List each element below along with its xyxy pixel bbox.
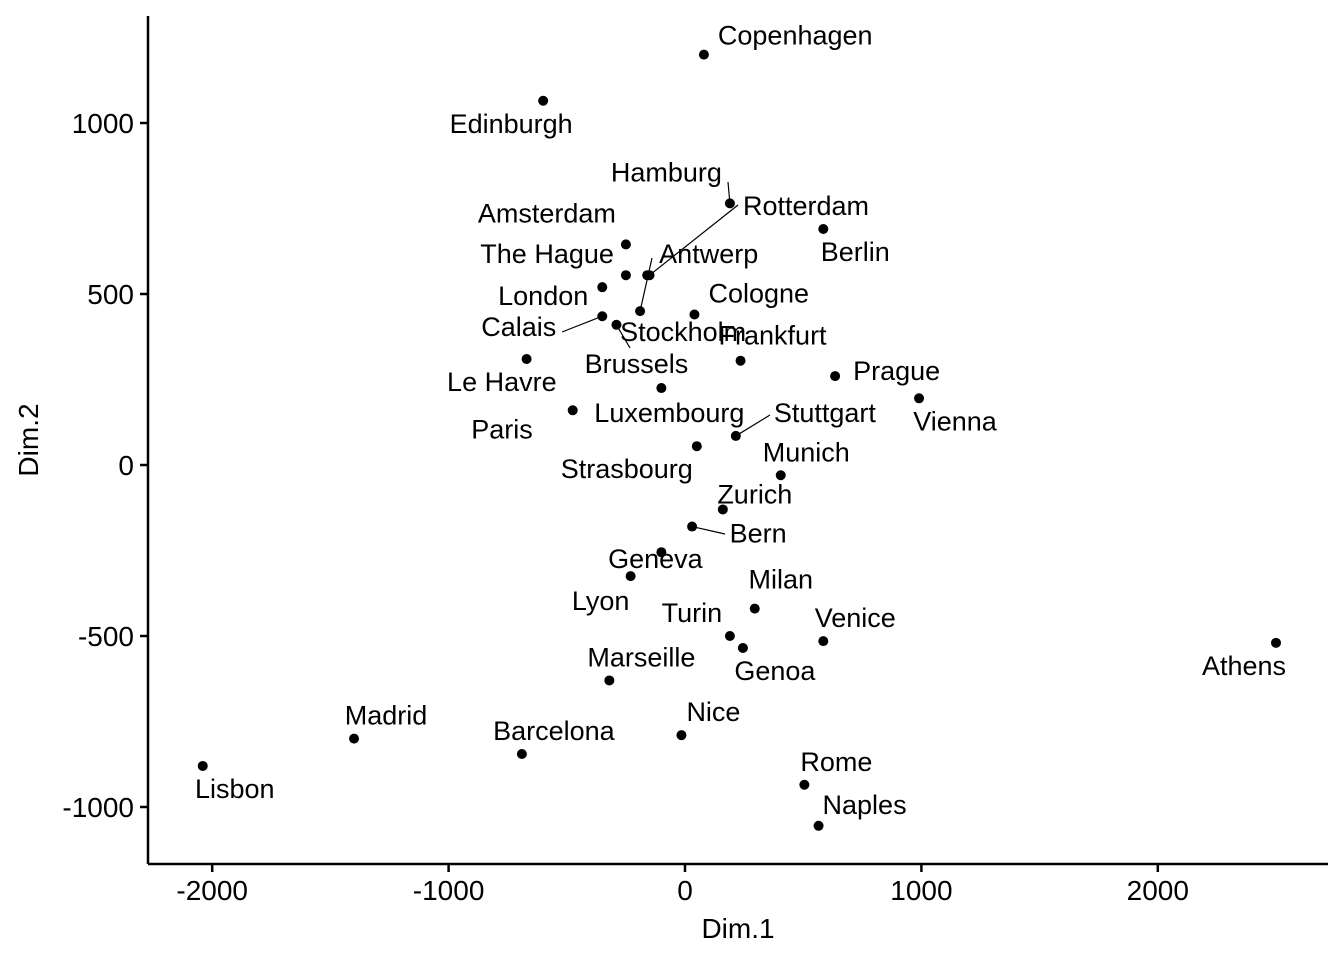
label-vienna: Vienna — [913, 406, 998, 436]
label-barcelona: Barcelona — [493, 716, 616, 746]
label-cologne: Cologne — [708, 279, 809, 309]
point-strasbourg — [692, 441, 702, 451]
x-tick-label: 1000 — [890, 875, 952, 906]
y-tick-label: -500 — [78, 621, 134, 652]
y-ticks: -1000 -500 0 500 1000 — [62, 108, 148, 823]
point-rome — [799, 780, 809, 790]
label-the-hague: The Hague — [480, 239, 614, 269]
label-milan: Milan — [748, 565, 813, 595]
label-antwerp: Antwerp — [659, 239, 758, 269]
point-paris — [568, 405, 578, 415]
label-lisbon: Lisbon — [195, 774, 275, 804]
label-copenhagen: Copenhagen — [718, 21, 873, 51]
label-genoa: Genoa — [734, 656, 816, 686]
point-milan — [750, 604, 760, 614]
point-calais — [597, 311, 607, 321]
label-frankfurt: Frankfurt — [719, 321, 828, 351]
x-tick-label: 0 — [677, 875, 693, 906]
label-athens: Athens — [1202, 651, 1286, 681]
label-le-havre: Le Havre — [447, 367, 557, 397]
point-vienna — [914, 393, 924, 403]
label-madrid: Madrid — [345, 701, 428, 731]
y-tick-label: 500 — [87, 279, 134, 310]
point-copenhagen — [699, 50, 709, 60]
point-stuttgart — [731, 431, 741, 441]
point-naples — [814, 821, 824, 831]
point-athens — [1271, 638, 1281, 648]
point-bern — [687, 522, 697, 532]
point-nice — [676, 730, 686, 740]
label-nice: Nice — [686, 697, 740, 727]
point-the-hague — [621, 270, 631, 280]
label-hamburg: Hamburg — [611, 157, 722, 187]
x-tick-label: 2000 — [1127, 875, 1189, 906]
x-tick-label: -2000 — [176, 875, 248, 906]
label-edinburgh: Edinburgh — [450, 109, 573, 139]
point-turin — [725, 631, 735, 641]
label-luxembourg: Luxembourg — [594, 398, 744, 428]
point-rotterdam — [645, 270, 655, 280]
label-berlin: Berlin — [821, 237, 890, 267]
label-lyon: Lyon — [572, 586, 630, 616]
label-naples: Naples — [823, 790, 907, 820]
connector-calais — [562, 316, 602, 332]
label-strasbourg: Strasbourg — [561, 454, 693, 484]
point-prague — [830, 371, 840, 381]
y-tick-label: 1000 — [72, 108, 134, 139]
point-venice — [818, 636, 828, 646]
label-london: London — [498, 281, 588, 311]
label-prague: Prague — [853, 356, 940, 386]
x-axis-title: Dim.1 — [701, 913, 774, 944]
point-labels: Athens Barcelona Berlin Bern Brussels Calais C… — [195, 21, 1286, 820]
label-brussels: Brussels — [585, 349, 689, 379]
connector-bern — [692, 527, 725, 534]
point-berlin — [818, 224, 828, 234]
point-genoa — [738, 643, 748, 653]
label-rotterdam: Rotterdam — [743, 191, 869, 221]
point-stockholm — [635, 306, 645, 316]
point-barcelona — [517, 749, 527, 759]
point-amsterdam — [621, 239, 631, 249]
label-turin: Turin — [662, 598, 723, 628]
label-munich: Munich — [763, 437, 850, 467]
label-zurich: Zurich — [717, 479, 792, 509]
label-rome: Rome — [800, 747, 872, 777]
label-stuttgart: Stuttgart — [774, 398, 877, 428]
point-le-havre — [522, 354, 532, 364]
connector-stockholm — [640, 258, 652, 311]
label-paris: Paris — [471, 414, 533, 444]
point-edinburgh — [538, 96, 548, 106]
point-madrid — [349, 734, 359, 744]
label-venice: Venice — [815, 603, 896, 633]
point-luxembourg — [656, 383, 666, 393]
label-amsterdam: Amsterdam — [478, 198, 616, 228]
label-geneva: Geneva — [608, 544, 704, 574]
y-tick-label: 0 — [118, 450, 134, 481]
label-bern: Bern — [730, 519, 787, 549]
label-calais: Calais — [481, 312, 556, 342]
point-marseille — [604, 675, 614, 685]
x-ticks: -2000 -1000 0 1000 2000 — [176, 864, 1189, 906]
point-frankfurt — [736, 356, 746, 366]
point-lisbon — [198, 761, 208, 771]
y-tick-label: -1000 — [62, 792, 134, 823]
label-marseille: Marseille — [587, 642, 695, 672]
y-axis-title: Dim.2 — [13, 403, 44, 476]
point-hamburg — [725, 198, 735, 208]
point-london — [597, 282, 607, 292]
x-tick-label: -1000 — [413, 875, 485, 906]
